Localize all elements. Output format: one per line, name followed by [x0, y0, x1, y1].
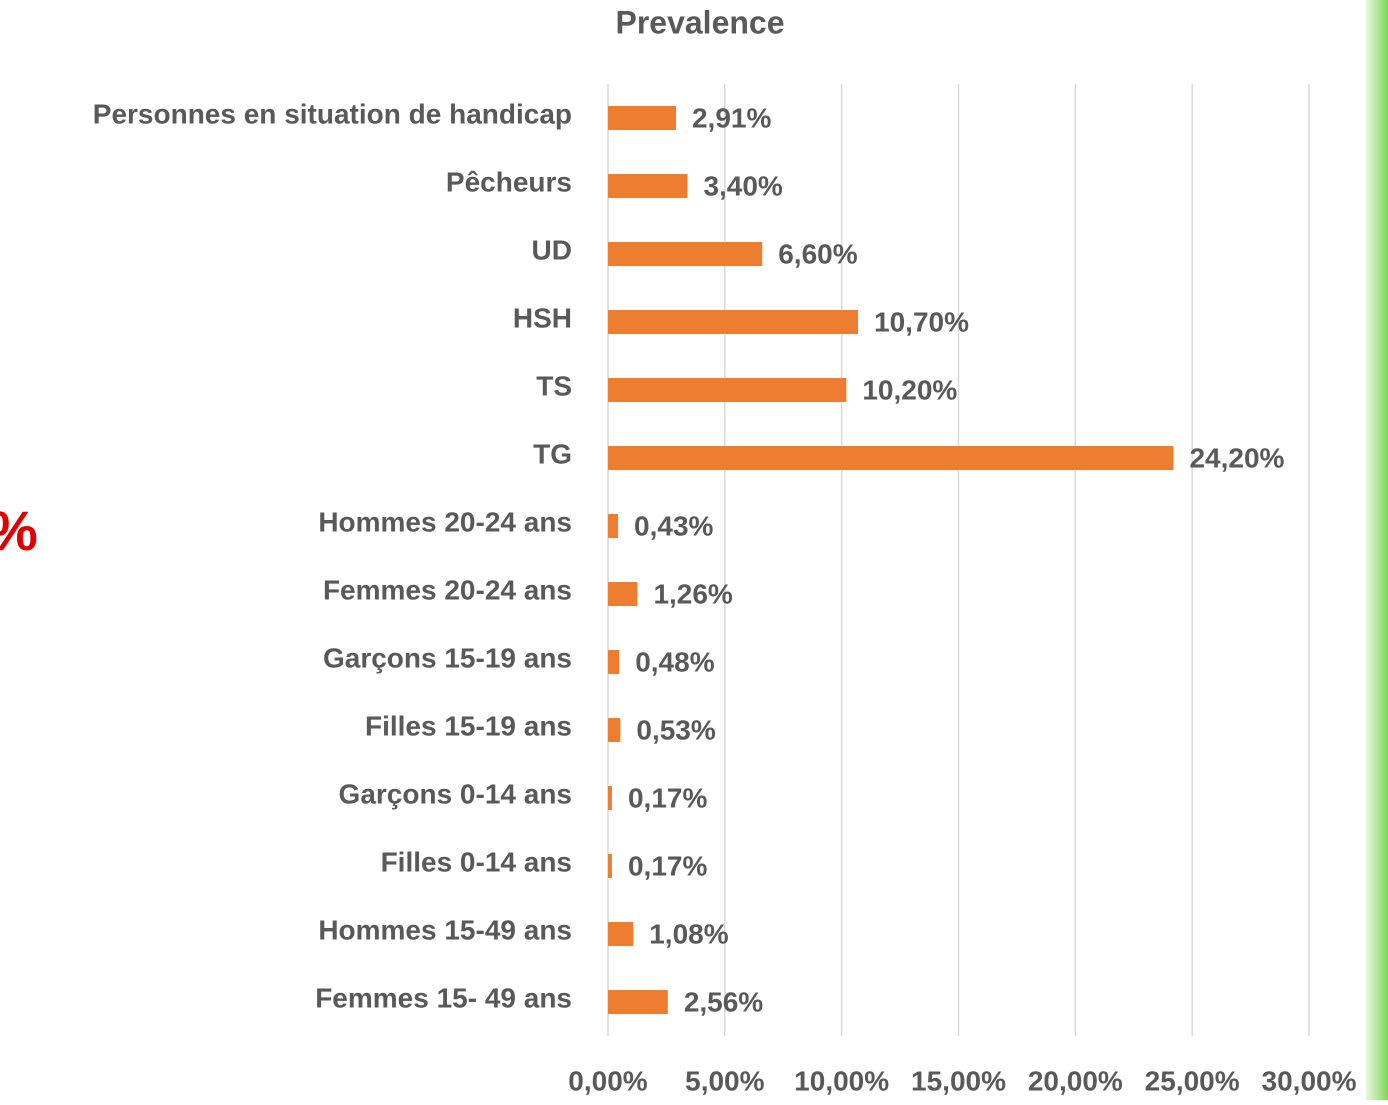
annotation: % [0, 499, 38, 562]
bar [608, 310, 859, 334]
data-label: 2,56% [684, 986, 763, 1017]
y-tick-label: Femmes 20-24 ans [323, 574, 572, 605]
x-tick-label: 5,00% [685, 1065, 764, 1096]
y-tick-label: TG [533, 438, 572, 469]
data-label: 2,91% [692, 102, 771, 133]
data-label: 6,60% [778, 238, 857, 269]
y-tick-label: HSH [513, 302, 572, 333]
bar [608, 378, 847, 402]
y-tick-label: Hommes 20-24 ans [318, 506, 572, 537]
y-tick-label: TS [536, 370, 572, 401]
x-tick-label: 15,00% [911, 1065, 1006, 1096]
data-label: 0,53% [636, 714, 715, 745]
y-tick-label: Garçons 15-19 ans [323, 642, 572, 673]
data-label: 0,17% [628, 850, 707, 881]
data-label: 0,17% [628, 782, 707, 813]
bar [608, 650, 620, 674]
data-label: 10,20% [862, 374, 957, 405]
x-tick-label: 10,00% [794, 1065, 889, 1096]
bar [608, 514, 619, 538]
data-label: 0,48% [635, 646, 714, 677]
y-tick-label: Personnes en situation de handicap [93, 98, 572, 129]
data-label: 1,26% [653, 578, 732, 609]
bar [608, 922, 634, 946]
y-tick-label: Filles 0-14 ans [381, 846, 572, 877]
x-tick-label: 30,00% [1262, 1065, 1357, 1096]
data-label: 0,43% [634, 510, 713, 541]
bar [608, 446, 1174, 470]
y-tick-label: Hommes 15-49 ans [318, 914, 572, 945]
y-tick-label: Femmes 15- 49 ans [315, 982, 572, 1013]
data-label: 24,20% [1189, 442, 1284, 473]
bar [608, 582, 638, 606]
bar [608, 990, 668, 1014]
bar [608, 106, 676, 130]
data-label: 3,40% [703, 170, 782, 201]
y-tick-label: Garçons 0-14 ans [339, 778, 572, 809]
bar [608, 854, 612, 878]
bar [608, 242, 763, 266]
y-tick-label: UD [532, 234, 572, 265]
x-tick-label: 0,00% [568, 1065, 647, 1096]
side-strip [1366, 0, 1388, 1100]
data-label: 1,08% [649, 918, 728, 949]
x-tick-label: 25,00% [1145, 1065, 1240, 1096]
bar [608, 174, 688, 198]
bar [608, 718, 621, 742]
y-tick-label: Filles 15-19 ans [365, 710, 572, 741]
x-tick-label: 20,00% [1028, 1065, 1123, 1096]
chart-title: Prevalence [615, 4, 784, 40]
data-label: 10,70% [874, 306, 969, 337]
bar [608, 786, 612, 810]
y-tick-label: Pêcheurs [446, 166, 572, 197]
